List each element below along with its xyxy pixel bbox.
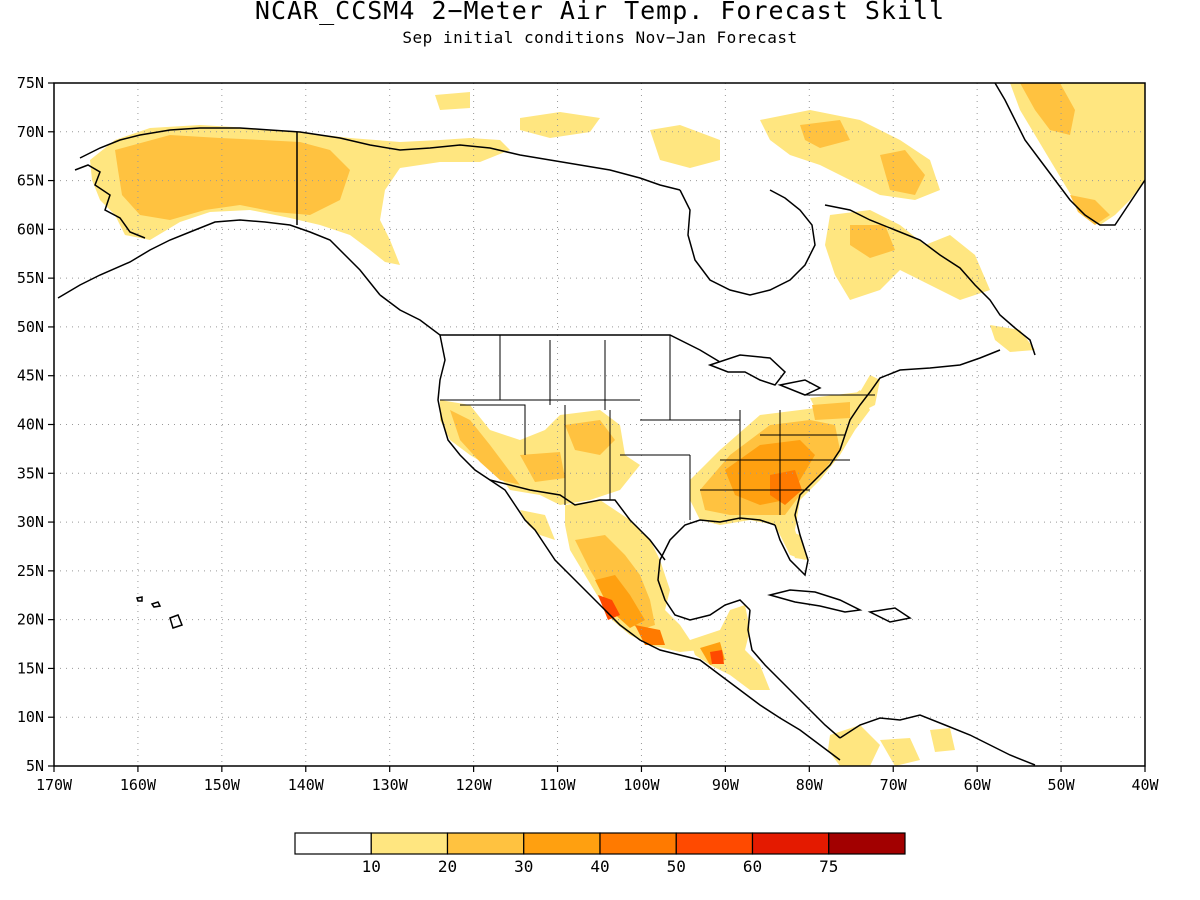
shade-southwest-inner: [450, 410, 520, 485]
border-us-mexico: [489, 479, 666, 561]
y-axis: 5N 10N 15N 20N 25N 30N 35N 40N 45N 50N 55N 60N 65N 70…: [17, 74, 54, 775]
coast-greenland: [994, 83, 1145, 226]
border-us-canada: [440, 334, 721, 363]
coast-south-america: [839, 714, 1036, 766]
shade-southwest-inner-2: [565, 420, 615, 455]
shade-arctic-2: [435, 92, 470, 110]
colorbar-label: 60: [743, 857, 762, 876]
shade-mexico-south: [635, 625, 665, 645]
shade-labrador: [825, 210, 990, 300]
y-tick-label: 60N: [17, 220, 44, 238]
coast-alaska: [57, 127, 381, 299]
x-tick-label: 130W: [372, 776, 409, 794]
colorbar-label: 75: [819, 857, 838, 876]
colorbar-label: 10: [362, 857, 381, 876]
coast-hispaniola: [867, 607, 912, 623]
shade-southwest-inner-3: [520, 452, 565, 482]
shade-pennsylvania: [812, 402, 850, 420]
x-tick-label: 170W: [36, 776, 73, 794]
y-tick-label: 40N: [17, 416, 44, 434]
coast-great-lakes: [707, 354, 822, 396]
coast-canada-north: [299, 131, 681, 191]
shade-newfoundland: [990, 325, 1035, 352]
coast-labrador: [824, 204, 1036, 356]
coast-atlantic: [774, 349, 1001, 577]
colorbar-swatch: [370, 832, 449, 855]
coast-gulf: [657, 517, 776, 621]
skill-shading: [90, 83, 1145, 766]
colorbar-swatch: [599, 832, 677, 855]
map-subtitle: Sep initial conditions Nov−Jan Forecast: [402, 28, 798, 47]
colorbar-swatch: [675, 832, 754, 855]
colorbar-swatch: [446, 832, 525, 855]
colorbar-swatch: [751, 832, 830, 855]
coast-hudson-bay: [679, 189, 816, 296]
x-tick-label: 60W: [964, 776, 992, 794]
colorbar: 10 20 30 40 50 60 75: [294, 832, 906, 876]
y-tick-label: 75N: [17, 74, 44, 92]
coast-west: [379, 294, 841, 761]
colorbar-label: 30: [514, 857, 533, 876]
y-tick-label: 45N: [17, 367, 44, 385]
colorbar-label: 20: [438, 857, 457, 876]
x-tick-label: 160W: [120, 776, 157, 794]
y-tick-label: 35N: [17, 464, 44, 482]
coastlines: [57, 83, 1145, 766]
coast-cuba: [767, 589, 863, 613]
x-tick-label: 150W: [204, 776, 241, 794]
y-tick-label: 55N: [17, 269, 44, 287]
border-states: [440, 335, 875, 520]
shade-alaska-inner: [115, 135, 350, 220]
x-tick-label: 50W: [1048, 776, 1076, 794]
x-axis: 170W 160W 150W 140W 130W 120W 110W 100W 90W 80W 70…: [36, 766, 1160, 794]
shade-south-america: [828, 725, 880, 766]
shade-florida: [785, 530, 808, 560]
y-tick-label: 25N: [17, 562, 44, 580]
coast-hawaii: [136, 596, 183, 629]
x-tick-label: 70W: [880, 776, 908, 794]
shade-labrador-inner: [850, 225, 895, 258]
y-tick-label: 65N: [17, 172, 44, 190]
shade-mexico-hot: [598, 595, 620, 620]
shade-central-america-hot: [710, 650, 724, 664]
x-tick-label: 100W: [623, 776, 660, 794]
shade-south-america-2: [880, 738, 920, 766]
shade-mexico-core: [595, 575, 645, 628]
colorbar-swatch: [294, 832, 372, 855]
y-tick-label: 5N: [26, 757, 44, 775]
shade-arctic-1: [520, 112, 600, 138]
x-tick-label: 80W: [796, 776, 824, 794]
y-tick-label: 20N: [17, 611, 44, 629]
shade-southeast-hot: [770, 470, 802, 505]
x-tick-label: 120W: [456, 776, 493, 794]
map-title: NCAR_CCSM4 2−Meter Air Temp. Forecast Sk…: [254, 0, 946, 25]
shade-baffin-inner-2: [800, 120, 850, 148]
shade-greenland-inner-2: [1070, 195, 1110, 225]
y-tick-label: 10N: [17, 708, 44, 726]
x-tick-label: 110W: [539, 776, 576, 794]
colorbar-swatch: [523, 832, 601, 855]
shade-south-america-3: [930, 728, 955, 752]
y-tick-label: 70N: [17, 123, 44, 141]
y-tick-label: 15N: [17, 659, 44, 677]
x-tick-label: 40W: [1131, 776, 1159, 794]
shade-baffin-inner: [880, 150, 925, 195]
colorbar-label: 40: [590, 857, 609, 876]
coast-central-america: [747, 609, 841, 739]
y-tick-label: 30N: [17, 513, 44, 531]
colorbar-label: 50: [667, 857, 686, 876]
x-tick-label: 140W: [288, 776, 325, 794]
shade-baja: [520, 510, 555, 540]
x-tick-label: 90W: [712, 776, 740, 794]
colorbar-swatch: [828, 832, 906, 855]
shade-arctic-3: [650, 125, 720, 168]
y-tick-label: 50N: [17, 318, 44, 336]
